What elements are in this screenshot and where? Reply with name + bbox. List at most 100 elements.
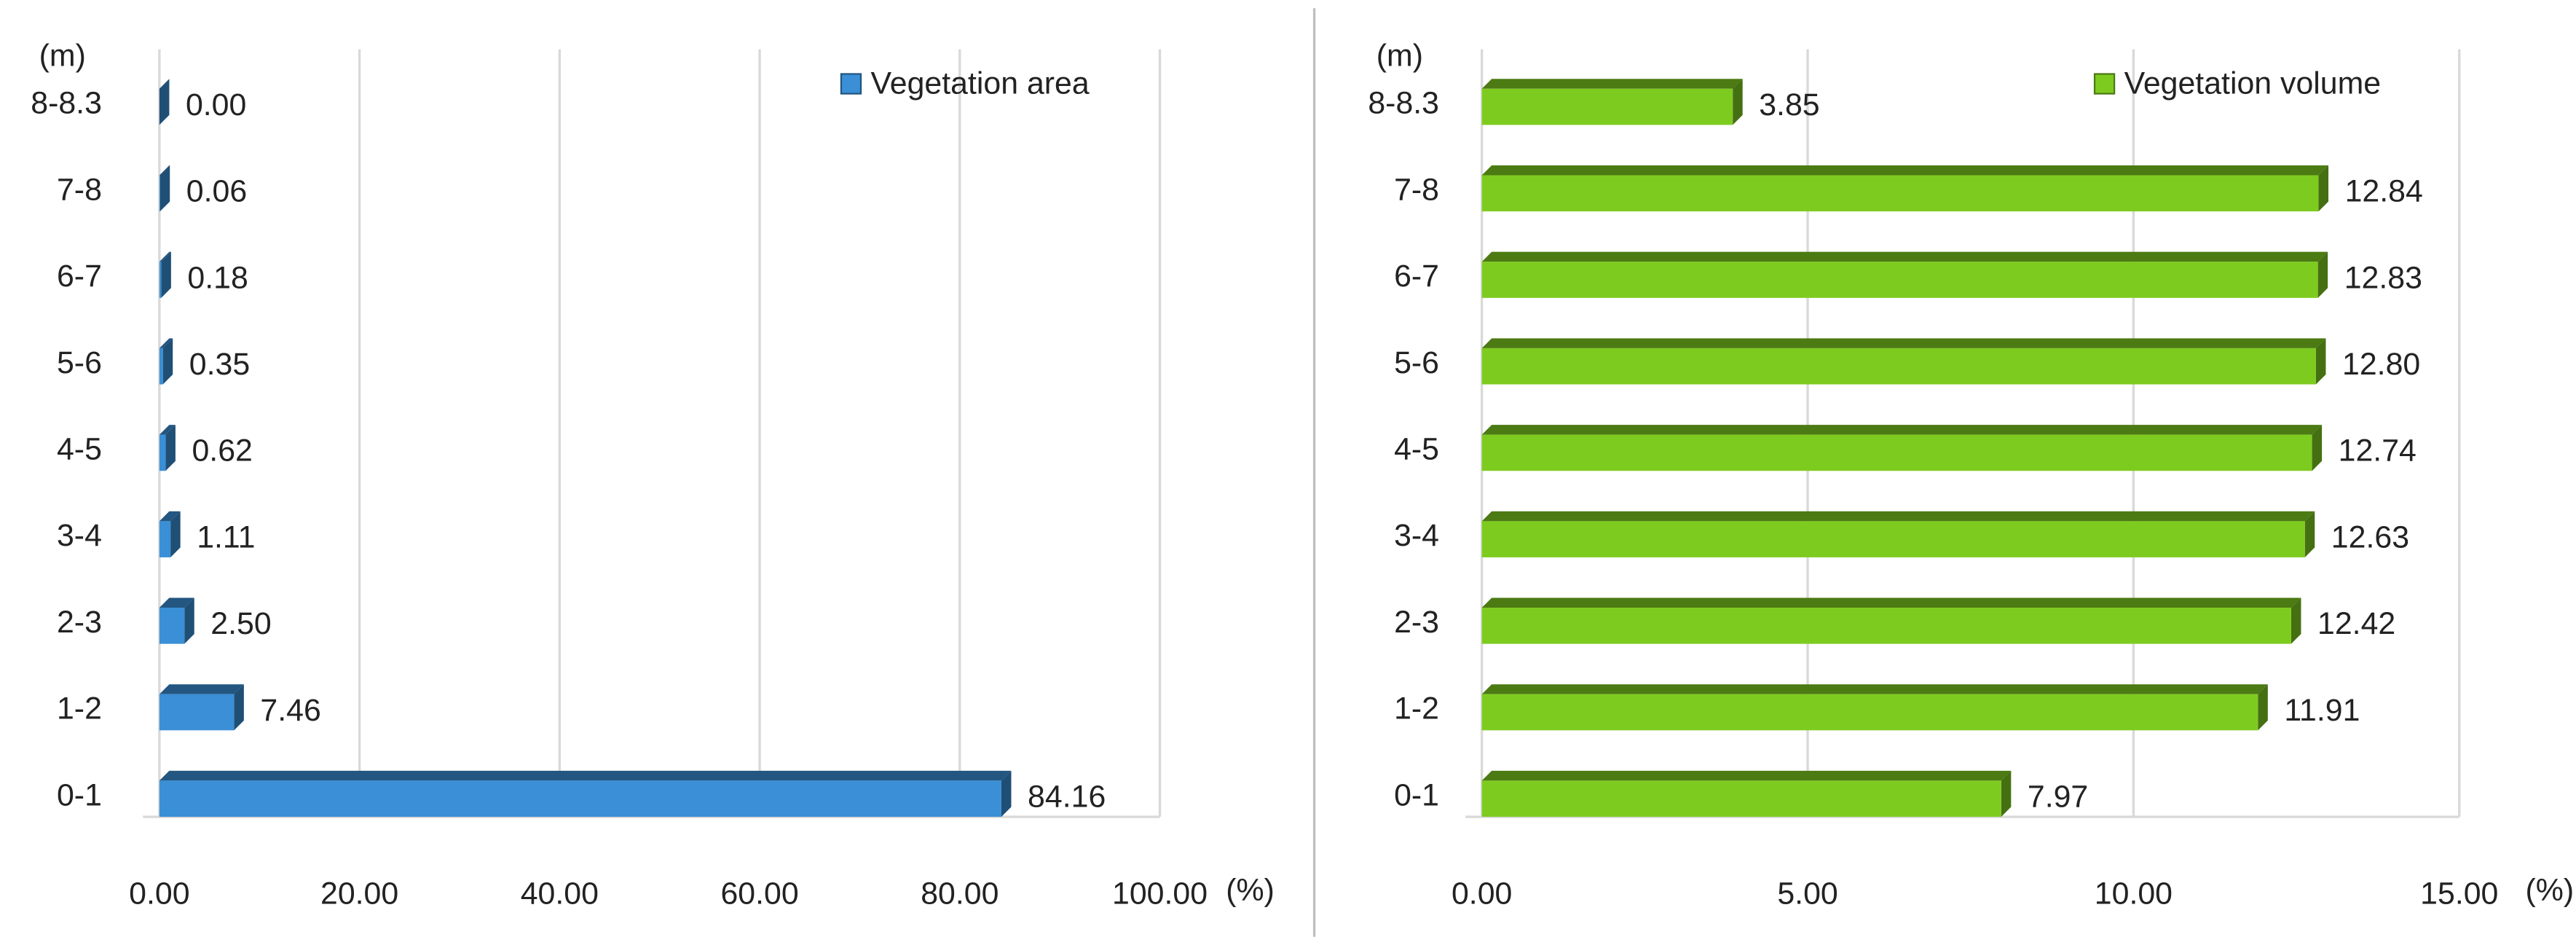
y-tick-label: 5-6 [57, 345, 102, 380]
bar [159, 434, 166, 471]
bar [1481, 175, 2319, 212]
value-label: 7.46 [260, 693, 320, 728]
bar [1481, 262, 2318, 298]
x-tick-label: 5.00 [1777, 877, 1838, 911]
x-tick-label: 0.00 [129, 877, 189, 911]
legend-swatch [2093, 73, 2116, 95]
bar-side [165, 425, 176, 471]
bar-side [2001, 770, 2012, 817]
value-label: 11.91 [2284, 693, 2360, 728]
bar-top [1481, 165, 2329, 176]
bar-side [2315, 338, 2326, 385]
y-tick-label: 1-2 [57, 691, 102, 726]
bar [159, 175, 160, 212]
x-tick-label: 60.00 [720, 877, 798, 911]
bar-side [2317, 251, 2328, 298]
bar-side [2318, 165, 2329, 212]
bar-top [1481, 770, 2012, 781]
value-label: 84.16 [1028, 780, 1106, 815]
bar-top [1481, 597, 2301, 608]
bar-side [1001, 770, 1012, 817]
bar-top [1481, 79, 1743, 89]
y-tick-label: 4-5 [1394, 431, 1439, 466]
value-label: 3.85 [1759, 87, 1819, 122]
value-label: 0.35 [189, 347, 250, 382]
value-label: 12.84 [2345, 174, 2423, 209]
y-tick-label: 5-6 [1394, 345, 1439, 380]
y-tick-label: 6-7 [57, 259, 102, 294]
bar-side [170, 511, 181, 557]
y-axis-label: (m) [1376, 38, 1423, 73]
bar-side [162, 338, 173, 385]
value-label: 12.63 [2331, 519, 2409, 554]
bar [1481, 348, 2316, 385]
legend-label: Vegetation area [871, 66, 1090, 101]
bar-top [1481, 684, 2268, 694]
value-label: 0.00 [186, 87, 246, 122]
bar-top [159, 165, 170, 176]
y-tick-label: 2-3 [1394, 605, 1439, 640]
value-label: 0.62 [192, 434, 252, 468]
bar-side [184, 597, 194, 644]
value-label: 12.74 [2339, 434, 2417, 468]
y-axis-label: (m) [39, 38, 86, 73]
y-tick-label: 0-1 [1394, 777, 1439, 812]
bar-side [2312, 425, 2323, 471]
value-label: 0.18 [187, 260, 248, 295]
bar-top [159, 338, 173, 348]
x-axis-label: (%) [1226, 873, 1275, 908]
bar-top [1481, 425, 2323, 435]
bar-side [161, 251, 171, 298]
y-tick-label: 8-8.3 [31, 86, 102, 121]
bar-top [1481, 251, 2328, 262]
y-tick-label: 8-8.3 [1368, 86, 1439, 121]
bar-top [159, 597, 194, 608]
bar [159, 262, 162, 298]
bar-top [1481, 338, 2326, 348]
value-label: 1.11 [197, 519, 255, 554]
bar [159, 780, 1001, 817]
x-tick-label: 80.00 [921, 877, 999, 911]
legend-label: Vegetation volume [2124, 66, 2382, 101]
value-label: 0.06 [186, 174, 247, 209]
bar-side [159, 165, 170, 212]
bar-top [1481, 511, 2315, 522]
y-tick-label: 0-1 [57, 777, 102, 812]
value-label: 2.50 [210, 606, 271, 641]
bar [1481, 694, 2258, 731]
y-tick-label: 3-4 [1394, 518, 1439, 553]
y-tick-label: 6-7 [1394, 259, 1439, 294]
bar [1481, 434, 2312, 471]
bar-side [2304, 511, 2315, 557]
bar [1481, 88, 1733, 125]
value-label: 7.97 [2028, 780, 2088, 815]
y-tick-label: 7-8 [57, 172, 102, 207]
y-tick-label: 2-3 [57, 605, 102, 640]
bar-side [234, 684, 244, 731]
x-axis-label: (%) [2526, 873, 2575, 908]
bar [159, 521, 171, 557]
bar-top [159, 770, 1012, 781]
bar [159, 608, 185, 644]
value-label: 12.80 [2342, 347, 2420, 382]
bar-top [159, 684, 244, 694]
x-tick-label: 20.00 [320, 877, 398, 911]
bar [1481, 608, 2291, 644]
bar-top [159, 511, 181, 522]
bar [1481, 521, 2305, 557]
bar [1481, 780, 2001, 817]
x-tick-label: 10.00 [2095, 877, 2173, 911]
bar [159, 694, 235, 731]
bar-side [1733, 79, 1743, 125]
x-tick-label: 15.00 [2420, 877, 2498, 911]
value-label: 12.83 [2344, 260, 2422, 295]
x-tick-label: 100.00 [1112, 877, 1208, 911]
bar-side [2291, 597, 2301, 644]
bar-side [2258, 684, 2268, 731]
bar-side [159, 79, 170, 125]
bar-top [159, 251, 171, 262]
y-tick-label: 1-2 [1394, 691, 1439, 726]
bar-top [159, 425, 176, 435]
